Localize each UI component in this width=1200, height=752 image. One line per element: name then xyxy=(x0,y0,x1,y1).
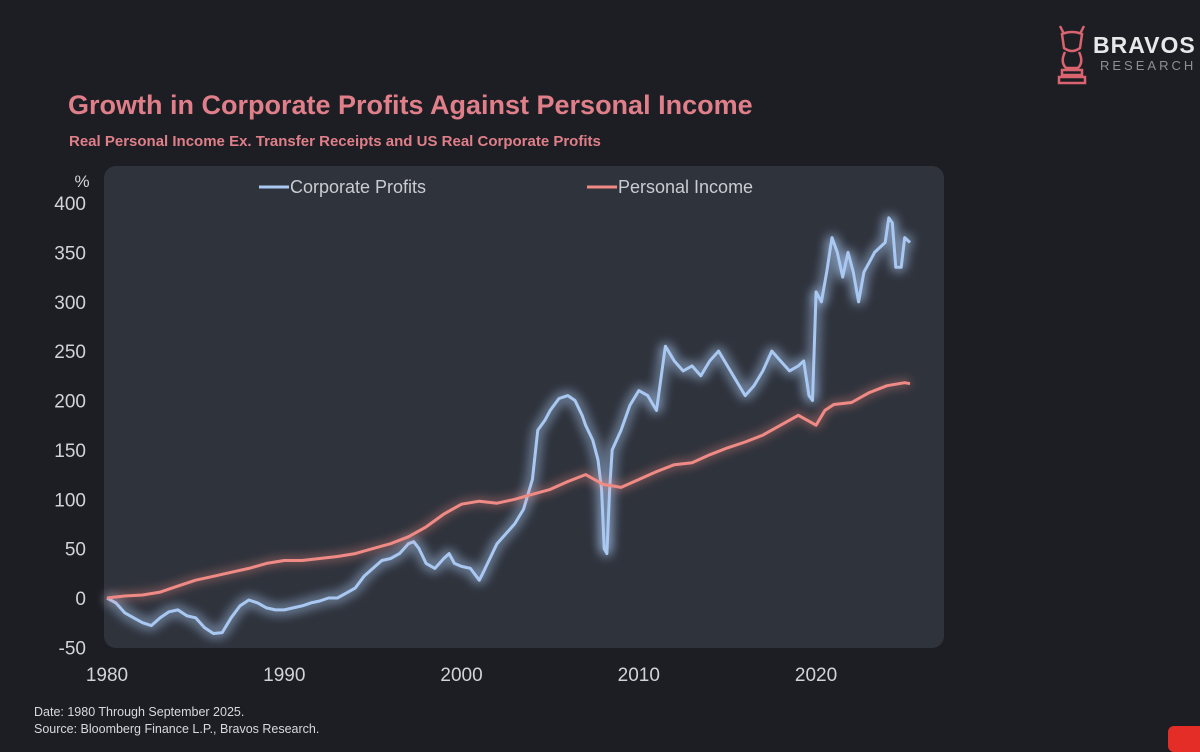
plot-panel xyxy=(104,166,944,648)
chart-subtitle: Real Personal Income Ex. Transfer Receip… xyxy=(69,133,601,150)
x-tick-label: 1980 xyxy=(86,665,128,686)
brand-logo: BRAVOS RESEARCH xyxy=(1052,22,1200,86)
series-line-personal-income xyxy=(106,381,911,600)
bull-knight-icon xyxy=(1057,25,1087,85)
legend: Corporate Profits Personal Income xyxy=(259,177,753,197)
footer-source: Source: Bloomberg Finance L.P., Bravos R… xyxy=(34,722,320,736)
brand-name: BRAVOS xyxy=(1093,32,1196,58)
y-tick-label: -50 xyxy=(59,638,86,659)
legend-label-corporate-profits: Corporate Profits xyxy=(290,177,426,197)
x-tick-label: 2000 xyxy=(440,665,482,686)
y-tick-label: 100 xyxy=(54,490,86,511)
y-tick-label: 400 xyxy=(54,194,86,215)
brand-subtitle: RESEARCH xyxy=(1100,58,1197,73)
series-line-corporate-profits xyxy=(106,216,912,635)
footer-date: Date: 1980 Through September 2025. xyxy=(34,705,245,719)
y-tick-label: 350 xyxy=(54,243,86,264)
y-tick-label: 150 xyxy=(54,441,86,462)
y-tick-label: 50 xyxy=(65,540,86,561)
legend-label-personal-income: Personal Income xyxy=(618,177,753,197)
chart-title: Growth in Corporate Profits Against Pers… xyxy=(68,90,753,120)
y-tick-label: 0 xyxy=(75,589,86,610)
x-tick-label: 1990 xyxy=(263,665,305,686)
y-tick-label: 250 xyxy=(54,342,86,363)
x-tick-label: 2020 xyxy=(795,665,837,686)
y-tick-label: 200 xyxy=(54,392,86,413)
y-axis-unit-label: % xyxy=(74,172,89,191)
x-tick-label: 2010 xyxy=(618,665,660,686)
y-tick-label: 300 xyxy=(54,293,86,314)
video-badge-icon xyxy=(1168,726,1200,752)
